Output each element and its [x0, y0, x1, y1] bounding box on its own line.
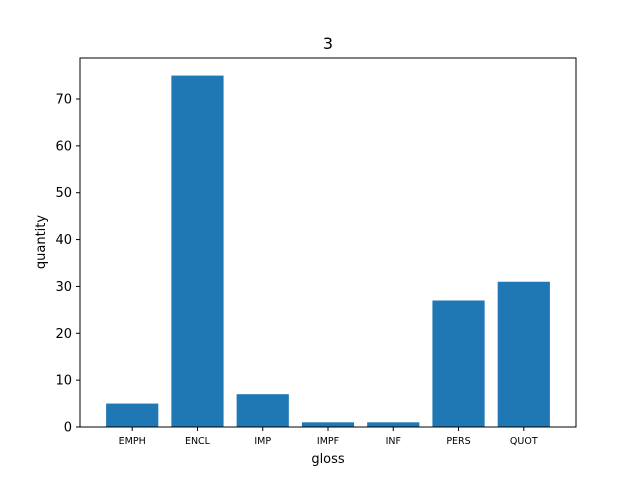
y-tick-label: 30	[55, 280, 72, 295]
y-tick-label: 0	[64, 421, 72, 436]
bars-group	[106, 75, 550, 428]
x-tick-label: QUOT	[510, 436, 538, 447]
bar-imp	[236, 394, 289, 427]
y-axis-label: quantity	[34, 215, 49, 270]
x-tick-label: EMPH	[119, 436, 146, 447]
chart-title: 3	[323, 34, 333, 53]
y-tick-label: 70	[55, 93, 72, 108]
y-tick-label: 60	[55, 139, 72, 154]
bar-quot	[497, 281, 550, 427]
x-axis-label: gloss	[311, 452, 345, 467]
y-tick-label: 50	[55, 186, 72, 201]
x-tick-label: INF	[386, 436, 401, 447]
bar-impf	[301, 422, 355, 427]
bar-encl	[171, 75, 224, 428]
y-tick-label: 40	[55, 233, 72, 248]
bar-pers	[432, 300, 485, 427]
bar-emph	[106, 403, 159, 427]
x-axis: EMPH ENCL IMP IMPF INF PERS QUOT	[119, 427, 538, 447]
x-tick-label: PERS	[446, 436, 470, 447]
x-tick-label: IMPF	[317, 436, 339, 447]
plot-frame	[79, 57, 577, 428]
y-tick-label: 20	[55, 327, 72, 342]
x-tick-label: ENCL	[185, 436, 211, 447]
x-tick-label: IMP	[254, 436, 271, 447]
bar-inf	[367, 422, 420, 427]
y-axis: 0 10 20 30 40 50 60 70	[55, 93, 80, 436]
y-tick-label: 10	[55, 374, 72, 389]
